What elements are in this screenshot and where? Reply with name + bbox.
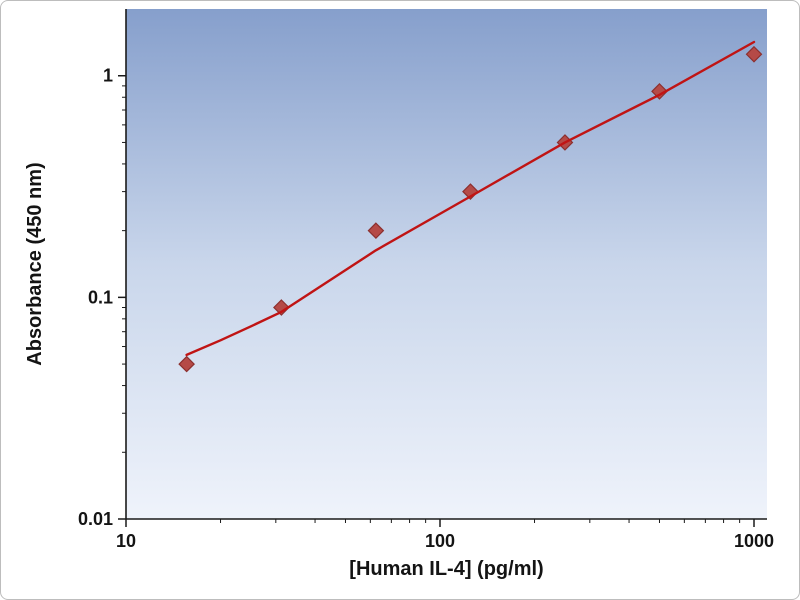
y-axis-label: Absorbance (450 nm)	[24, 162, 46, 365]
data-point-diamond	[745, 45, 763, 63]
data-point-diamond	[273, 299, 290, 316]
x-tick-label: 100	[425, 531, 455, 551]
y-tick-label: 0.1	[88, 287, 113, 307]
x-axis-label: [Human IL-4] (pg/ml)	[349, 558, 543, 580]
fit-line	[185, 40, 756, 357]
x-tick-label: 1000	[734, 531, 774, 551]
y-tick-label: 1	[103, 66, 113, 86]
data-point-diamond	[367, 222, 385, 239]
data-point-diamond	[651, 83, 668, 100]
data-point-diamond	[178, 355, 195, 373]
y-tick-label: 0.01	[78, 509, 113, 529]
x-tick-label: 10	[116, 531, 136, 551]
